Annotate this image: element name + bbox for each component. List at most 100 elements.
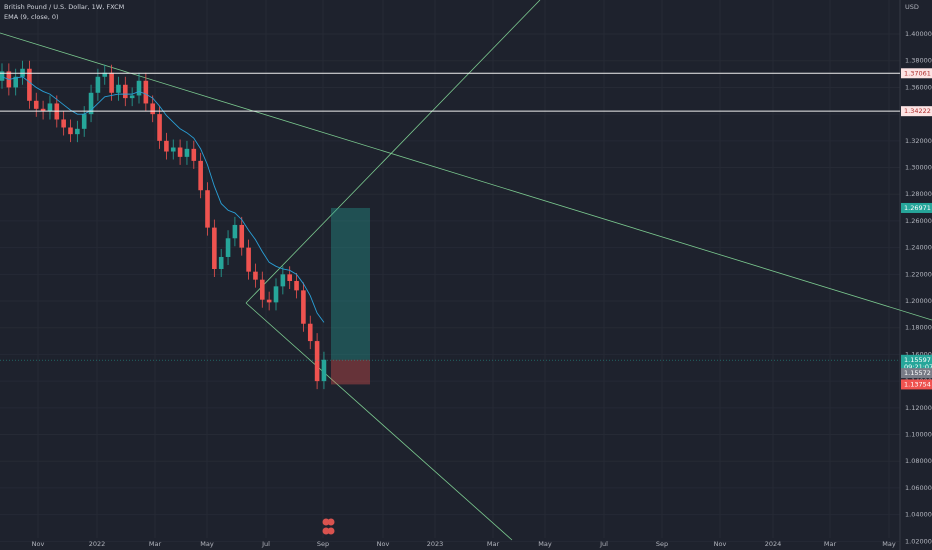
- level-tag: [901, 106, 932, 117]
- x-tick-label: Mar: [149, 540, 162, 548]
- candle-body: [150, 103, 155, 115]
- y-tick-label: 1.22000: [905, 270, 932, 278]
- target-label: 1.26971: [904, 204, 931, 212]
- candle-body: [287, 274, 292, 282]
- x-tick-label: Jul: [599, 540, 608, 548]
- candle-body: [164, 140, 169, 152]
- candle-body: [47, 103, 53, 112]
- x-tick-label: Sep: [656, 540, 668, 548]
- loss-zone: [331, 359, 370, 385]
- candle-body: [27, 68, 32, 101]
- x-tick-label: 2022: [89, 540, 106, 548]
- candle-body: [143, 80, 149, 104]
- plot: Nov 2022 Mar May Jul Sep Nov 2023 Mar May Jul Sep No…: [0, 30, 932, 548]
- candle-body: [33, 100, 39, 109]
- candle-body: [307, 323, 313, 342]
- trend-line: [245, 0, 541, 304]
- candle-body: [218, 256, 224, 269]
- y-tick-label: 1.10000: [905, 431, 932, 439]
- candle-body: [266, 299, 272, 303]
- candle-body: [294, 281, 299, 291]
- trend-line: [245, 302, 513, 541]
- candle-body: [198, 160, 203, 191]
- candle-body: [95, 76, 101, 93]
- x-tick-label: 2023: [427, 540, 444, 548]
- candle-body: [260, 279, 265, 300]
- candle-body: [177, 147, 183, 157]
- candle-body: [321, 359, 327, 382]
- candle-body: [212, 227, 217, 269]
- y-tick-label: 1.06000: [905, 484, 932, 492]
- candle-body: [75, 128, 80, 135]
- candle-body: [184, 148, 190, 157]
- candle-body: [116, 84, 121, 93]
- x-tick-label: Sep: [317, 540, 329, 548]
- y-tick-label: 1.18000: [905, 324, 932, 332]
- y-tick-label: 1.08000: [905, 457, 932, 465]
- x-tick-label: Jul: [261, 540, 270, 548]
- candle-body: [157, 114, 162, 141]
- level-tag: [901, 68, 932, 79]
- candle-body: [136, 80, 142, 96]
- level-label: 1.34222: [904, 107, 931, 115]
- candle-body: [102, 72, 108, 77]
- y-tick-label: 1.20000: [905, 297, 932, 305]
- candle-body: [61, 119, 66, 128]
- stop-label-tag: [901, 379, 932, 390]
- indicator-label: EMA (9, close, 0): [4, 13, 59, 21]
- profit-zone: [331, 207, 370, 360]
- y-tick-label: 1.04000: [905, 511, 932, 519]
- y-tick-label: 1.32000: [905, 137, 932, 145]
- x-tick-label: May: [538, 540, 552, 548]
- candle-body: [301, 290, 306, 324]
- candle-body: [239, 224, 245, 248]
- countdown: 09:21:07: [904, 363, 932, 371]
- candle-body: [109, 72, 114, 93]
- event-icons: [322, 518, 335, 535]
- candle-body: [191, 148, 197, 161]
- target-label-tag: [901, 202, 932, 213]
- x-tick-label: Nov: [714, 540, 727, 548]
- chart-title: British Pound / U.S. Dollar, 1W, FXCM: [4, 3, 124, 11]
- y-tick-label: 1.02000: [905, 537, 932, 545]
- x-tick-label: Nov: [32, 540, 45, 548]
- y-tick-label: 1.26000: [905, 217, 932, 225]
- last-price-tag: [901, 368, 932, 379]
- y-tick-label: 1.16000: [905, 350, 932, 358]
- candle-body: [81, 114, 87, 129]
- candle-body: [0, 71, 5, 81]
- candle-body: [314, 341, 320, 382]
- grid: [0, 0, 900, 541]
- candle-body: [232, 224, 238, 239]
- candle-body: [205, 190, 210, 228]
- x-tick-label: Nov: [377, 540, 390, 548]
- y-tick-label: 1.28000: [905, 190, 932, 198]
- y-tick-label: 1.24000: [905, 244, 932, 252]
- x-tick-label: Mar: [824, 540, 837, 548]
- candle-body: [129, 95, 135, 99]
- candle-body: [253, 271, 258, 280]
- x-tick-label: 2024: [765, 540, 782, 548]
- last-price-label: 1.15572: [904, 369, 931, 377]
- x-tick-label: May: [882, 540, 896, 548]
- candle-body: [225, 238, 231, 257]
- candle-body: [68, 127, 73, 135]
- candle-body: [246, 247, 251, 272]
- entry-label: 1.15597: [904, 356, 931, 364]
- candle-body: [170, 147, 176, 152]
- candle-body: [280, 274, 286, 287]
- y-tick-label: 1.36000: [905, 83, 932, 91]
- candle-body: [13, 76, 18, 88]
- candle-body: [88, 92, 94, 115]
- y-tick-label: 1.38000: [905, 57, 932, 65]
- y-tick-label: 1.30000: [905, 164, 932, 172]
- y-tick-label: 1.40000: [905, 30, 932, 38]
- x-tick-label: Mar: [487, 540, 500, 548]
- y-tick-label: 1.12000: [905, 404, 932, 412]
- candle-body: [123, 84, 128, 99]
- currency: USD: [905, 3, 919, 11]
- candle-body: [20, 68, 25, 77]
- stop-label: 1.13754: [904, 380, 931, 388]
